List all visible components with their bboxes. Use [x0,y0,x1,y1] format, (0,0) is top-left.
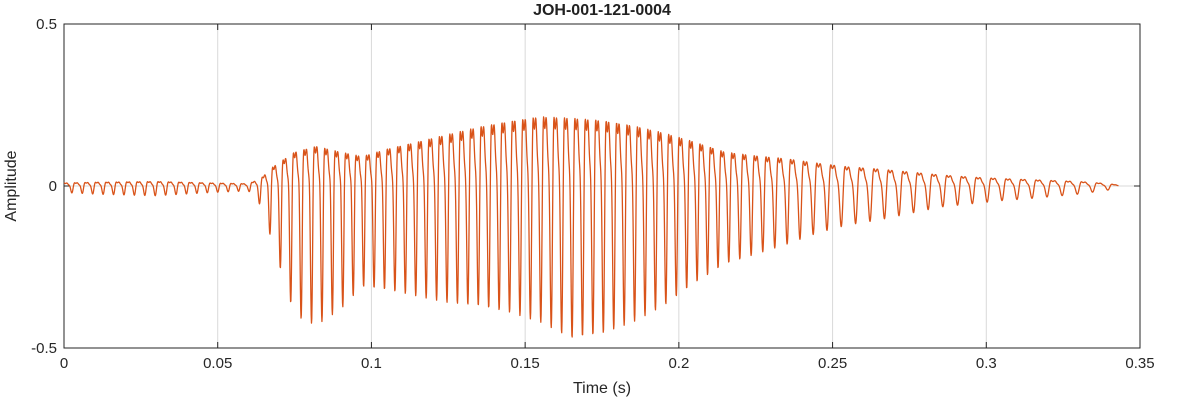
y-tick-label-0: -0.5 [31,340,57,357]
tick-marks [63,23,1141,349]
x-tick-label-4: 0.2 [668,355,689,372]
y-axis-label: Amplitude [3,150,20,221]
x-tick-label-0: 0 [60,355,68,372]
x-tick-label-7: 0.35 [1125,355,1154,372]
x-tick-label-6: 0.3 [976,355,997,372]
y-tick-label-1: 0 [49,178,57,195]
x-tick-label-1: 0.05 [203,355,232,372]
x-tick-label-5: 0.25 [818,355,847,372]
x-axis-label: Time (s) [573,380,631,397]
grid-lines [64,24,1140,348]
x-tick-label-3: 0.15 [510,355,539,372]
x-tick-label-2: 0.1 [361,355,382,372]
waveform-line [63,116,1119,338]
y-tick-label-2: 0.5 [36,16,57,33]
chart-title: JOH-001-121-0004 [533,2,671,19]
